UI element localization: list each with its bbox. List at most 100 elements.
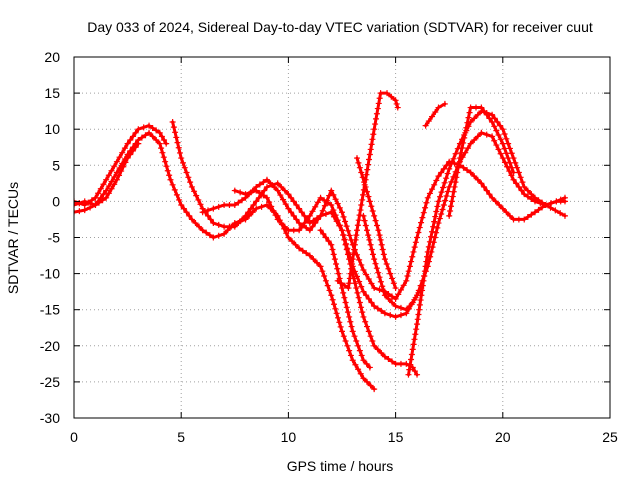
data-point bbox=[420, 277, 427, 284]
data-point bbox=[424, 253, 431, 260]
data-point bbox=[360, 266, 367, 273]
data-point bbox=[352, 361, 359, 368]
data-point bbox=[321, 197, 328, 204]
data-point bbox=[314, 199, 321, 206]
y-tick-label: 0 bbox=[52, 193, 60, 209]
data-point bbox=[392, 303, 399, 310]
data-point bbox=[242, 191, 249, 198]
data-point bbox=[334, 200, 341, 207]
data-point bbox=[95, 190, 102, 197]
data-point bbox=[116, 154, 123, 161]
data-point bbox=[255, 194, 262, 201]
data-point bbox=[354, 222, 361, 229]
data-point bbox=[111, 174, 118, 181]
data-point bbox=[146, 122, 153, 129]
data-point bbox=[205, 212, 211, 219]
data-point bbox=[410, 341, 417, 348]
data-point bbox=[158, 133, 165, 140]
data-point bbox=[539, 199, 546, 206]
data-point bbox=[393, 100, 400, 107]
data-point bbox=[497, 136, 504, 143]
data-point bbox=[489, 133, 496, 140]
data-point bbox=[191, 188, 198, 195]
data-point bbox=[380, 287, 387, 294]
data-point bbox=[416, 306, 423, 313]
data-point bbox=[365, 276, 372, 283]
data-point bbox=[332, 196, 339, 203]
data-point bbox=[105, 183, 112, 190]
data-point bbox=[88, 197, 95, 204]
data-point bbox=[135, 126, 142, 133]
data-point bbox=[440, 202, 447, 209]
data-point bbox=[351, 246, 358, 253]
data-point bbox=[503, 135, 510, 142]
data-point bbox=[288, 209, 295, 216]
data-point bbox=[561, 212, 568, 219]
data-point bbox=[517, 174, 524, 181]
data-point bbox=[278, 220, 285, 227]
data-point bbox=[342, 337, 349, 344]
data-series bbox=[74, 90, 568, 393]
data-point bbox=[343, 246, 350, 253]
data-point bbox=[253, 205, 260, 212]
data-point bbox=[491, 115, 498, 122]
data-point bbox=[326, 287, 333, 294]
x-tick-label: 20 bbox=[495, 429, 511, 445]
data-point bbox=[364, 188, 371, 195]
data-point bbox=[160, 154, 167, 161]
data-point bbox=[97, 185, 104, 192]
data-point bbox=[437, 193, 444, 200]
data-point bbox=[390, 280, 397, 287]
data-point bbox=[503, 150, 510, 157]
data-point bbox=[108, 185, 115, 192]
data-point bbox=[365, 232, 372, 239]
data-point bbox=[197, 201, 204, 208]
data-point bbox=[334, 265, 341, 272]
data-point bbox=[397, 360, 404, 367]
data-point bbox=[557, 210, 564, 217]
data-point bbox=[349, 357, 356, 364]
data-point bbox=[159, 149, 166, 156]
data-point bbox=[431, 218, 438, 225]
x-tick-label: 10 bbox=[281, 429, 297, 445]
data-point bbox=[290, 227, 297, 234]
data-point bbox=[156, 140, 163, 147]
data-point bbox=[429, 228, 436, 235]
data-point bbox=[103, 194, 110, 201]
series-track-l bbox=[446, 104, 517, 219]
data-point bbox=[489, 194, 496, 201]
data-point bbox=[384, 90, 391, 97]
data-point bbox=[508, 164, 515, 171]
data-point bbox=[389, 299, 396, 306]
data-point bbox=[381, 310, 388, 317]
data-point bbox=[474, 133, 481, 140]
data-point bbox=[178, 155, 185, 162]
data-point bbox=[444, 188, 451, 195]
data-point bbox=[161, 137, 168, 144]
data-point bbox=[359, 174, 366, 181]
data-point bbox=[328, 187, 335, 194]
data-point bbox=[494, 118, 501, 125]
data-point bbox=[501, 159, 508, 166]
data-point bbox=[339, 227, 345, 234]
x-axis-label: GPS time / hours bbox=[287, 458, 394, 474]
x-tick-label: 0 bbox=[70, 429, 78, 445]
x-tick-label: 25 bbox=[602, 429, 618, 445]
data-point bbox=[121, 145, 128, 152]
data-point bbox=[135, 140, 142, 147]
data-point bbox=[172, 129, 179, 136]
data-point bbox=[369, 251, 376, 258]
data-point bbox=[343, 223, 350, 230]
data-point bbox=[178, 202, 185, 209]
axis-ticks: 0 5 10 15 20 25 -30 -25 -20 -15 -10 -5 0 5 10 15 20 bbox=[40, 49, 618, 445]
data-point bbox=[473, 104, 479, 111]
data-point bbox=[467, 169, 474, 176]
data-point bbox=[358, 352, 365, 359]
data-point bbox=[330, 301, 337, 308]
data-point bbox=[263, 176, 270, 183]
data-point bbox=[312, 203, 319, 210]
series-track-b bbox=[74, 122, 170, 209]
data-point bbox=[174, 139, 181, 146]
data-point bbox=[149, 133, 156, 140]
data-point bbox=[448, 198, 455, 205]
